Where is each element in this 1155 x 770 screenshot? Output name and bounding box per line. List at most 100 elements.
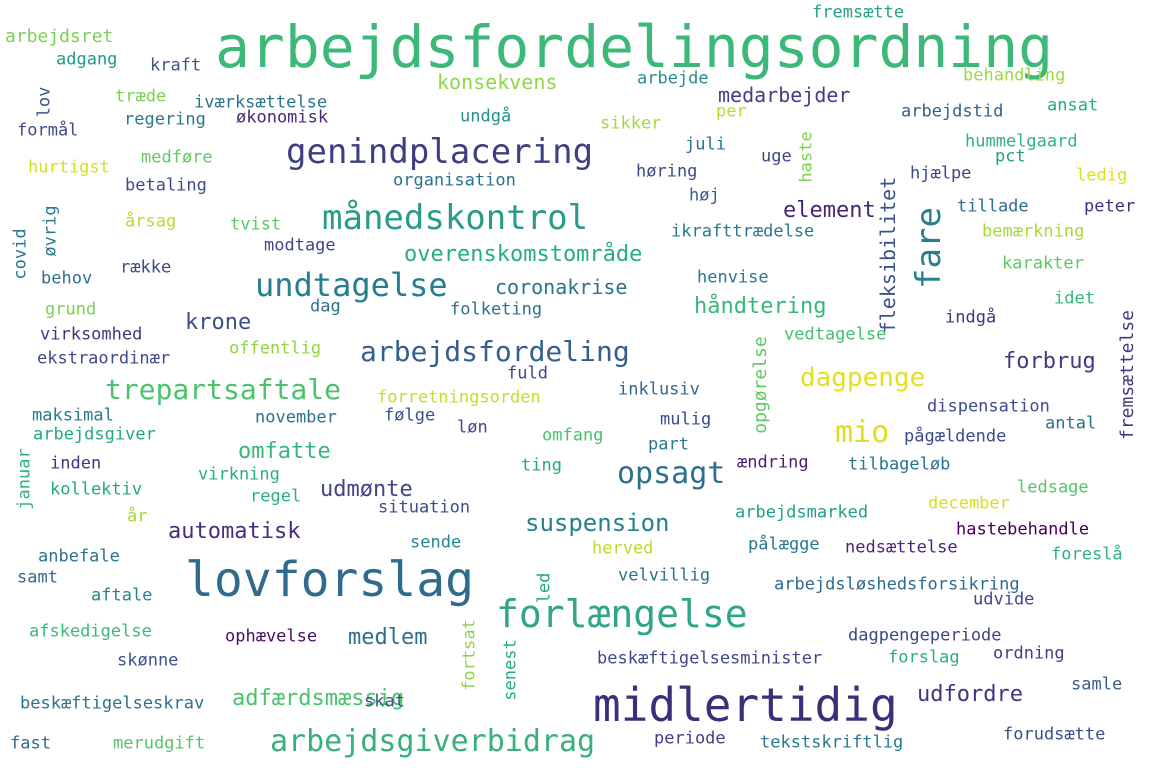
word-14: suspension [525,509,670,537]
word-136: fast [10,733,51,754]
word-78: idet [1054,288,1095,309]
word-68: ikrafttrædelse [671,221,815,242]
word-65: peter [1084,196,1136,217]
word-99: inden [50,453,102,474]
word-81: vedtagelse [784,324,887,345]
word-76: dag [310,296,341,317]
word-37: behandling [963,65,1066,86]
word-70: modtage [264,235,336,256]
word-140: forudsætte [1003,724,1106,745]
word-137: merudgift [113,733,206,754]
word-73: behov [41,268,93,289]
word-34: adgang [56,49,118,70]
word-64: tillade [957,196,1029,217]
word-3: forlængelse [496,592,748,636]
word-49: haste [796,131,817,183]
word-104: virkning [198,464,280,485]
word-29: fleksibilitet [876,176,900,334]
word-112: anbefale [38,546,120,567]
word-43: undgå [460,106,512,127]
word-10: arbejdsfordeling [360,335,630,368]
word-17: omfatte [238,439,331,464]
word-23: håndtering [694,294,827,319]
word-62: årsag [125,211,177,232]
word-86: inklusiv [618,379,700,400]
word-32: arbejdsret [5,26,114,47]
word-61: høj [689,185,720,206]
word-101: ændring [737,452,809,473]
word-84: fuld [507,363,548,384]
word-83: ekstraordinær [37,348,171,369]
word-27: medarbejder [718,83,851,107]
word-119: velvillig [618,565,711,586]
word-0: arbejdsfordelingsordning [215,13,1054,81]
word-90: mulig [660,409,712,430]
word-6: undtagelse [255,266,448,304]
word-35: kraft [150,55,202,76]
word-100: ting [521,455,562,476]
word-107: december [928,493,1010,514]
word-13: dagpenge [800,363,926,393]
word-7: arbejdsgiverbidrag [270,724,596,759]
word-54: pct [995,146,1026,167]
word-77: folketing [450,299,543,320]
word-28: coronakrise [495,275,628,299]
word-63: tvist [230,214,282,235]
word-111: hastebehandle [956,519,1090,540]
word-44: per [716,101,747,122]
word-72: karakter [1002,253,1084,274]
word-30: fremsættelse [1117,309,1138,441]
word-108: situation [378,497,471,518]
word-134: beskæftigelseskrav [20,693,205,714]
word-102: tilbageløb [848,454,951,475]
word-88: november [255,407,337,428]
word-74: henvise [697,267,769,288]
word-48: sikker [600,113,662,134]
word-47: formål [17,120,79,141]
word-89: følge [384,405,436,426]
word-82: offentlig [229,338,322,359]
word-26: konsekvens [437,70,558,94]
word-40: iværksættelse [194,92,328,113]
word-8: fare [909,207,949,289]
word-57: hjælpe [910,163,972,184]
word-130: forslag [888,647,960,668]
word-118: samt [17,567,58,588]
word-45: arbejdstid [901,101,1004,122]
word-11: trepartsaftale [105,373,342,406]
word-87: maksimal [32,405,114,426]
word-75: grund [45,299,97,320]
word-105: regel [250,486,302,507]
word-113: sende [410,532,462,553]
word-116: nedsættelse [845,537,958,558]
word-4: genindplacering [286,132,594,172]
word-106: ledsage [1017,477,1089,498]
word-9: opsagt [617,456,726,491]
word-91: dispensation [927,396,1050,417]
word-22: forbrug [1003,349,1096,374]
word-42: økonomisk [236,107,329,128]
word-2: midlertidig [593,678,898,732]
word-46: ansat [1047,95,1099,116]
word-16: udmønte [320,477,413,502]
word-92: arbejdsgiver [33,424,156,445]
word-12: mio [835,415,890,450]
word-131: ordning [993,643,1065,664]
word-67: covid [10,228,31,280]
word-127: ophævelse [225,626,318,647]
word-33: fremsætte [812,2,905,23]
word-79: virksomhed [40,324,143,345]
word-110: arbejdsmarked [735,502,869,523]
word-115: pålægge [748,534,820,555]
word-66: øvrig [40,205,61,257]
word-56: høring [636,161,698,182]
word-121: aftale [91,585,153,606]
word-21: krone [185,310,252,335]
word-25: overenskomstområde [404,242,643,267]
word-138: periode [654,728,726,749]
word-139: tekstskriftlig [760,732,904,753]
word-98: januar [14,448,35,510]
word-120: arbejdsløshedsforsikring [774,574,1020,595]
word-117: foreslå [1051,544,1123,565]
